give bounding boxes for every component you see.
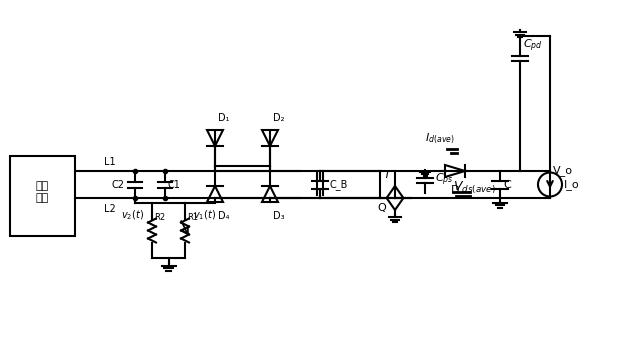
Polygon shape <box>387 186 403 198</box>
Text: $C_{ps}$: $C_{ps}$ <box>435 172 454 188</box>
Text: R2: R2 <box>154 213 165 222</box>
Text: $v_2(t)$: $v_2(t)$ <box>121 208 144 221</box>
Text: I_o: I_o <box>564 179 580 190</box>
Text: D₃: D₃ <box>273 211 285 221</box>
Polygon shape <box>262 130 278 146</box>
Text: L2: L2 <box>104 204 116 214</box>
Text: $v_1(t)$: $v_1(t)$ <box>193 208 216 221</box>
Bar <box>10 156 75 236</box>
Text: D₄: D₄ <box>218 211 230 221</box>
Text: Q: Q <box>377 203 386 213</box>
Text: C: C <box>503 180 511 190</box>
Text: L1: L1 <box>104 157 116 167</box>
Text: C1: C1 <box>167 180 180 190</box>
Text: V_o: V_o <box>553 165 573 176</box>
Polygon shape <box>445 165 465 177</box>
Text: D₁: D₁ <box>218 113 230 123</box>
Polygon shape <box>387 198 403 210</box>
Text: R1: R1 <box>187 213 198 222</box>
Text: D: D <box>451 185 460 195</box>
Polygon shape <box>207 186 223 202</box>
Text: C_B: C_B <box>330 179 348 190</box>
Text: $C_{pd}$: $C_{pd}$ <box>523 38 543 54</box>
Polygon shape <box>207 130 223 146</box>
Text: 供电: 供电 <box>35 181 49 191</box>
Text: C2: C2 <box>112 180 125 190</box>
Polygon shape <box>262 186 278 202</box>
Text: $I_{d(ave)}$: $I_{d(ave)}$ <box>425 131 455 146</box>
Text: T: T <box>383 170 390 180</box>
Text: D₂: D₂ <box>273 113 285 123</box>
Text: $V_{ds(ave)}$: $V_{ds(ave)}$ <box>453 180 496 196</box>
Text: 电源: 电源 <box>35 193 49 203</box>
Bar <box>380 171 395 198</box>
